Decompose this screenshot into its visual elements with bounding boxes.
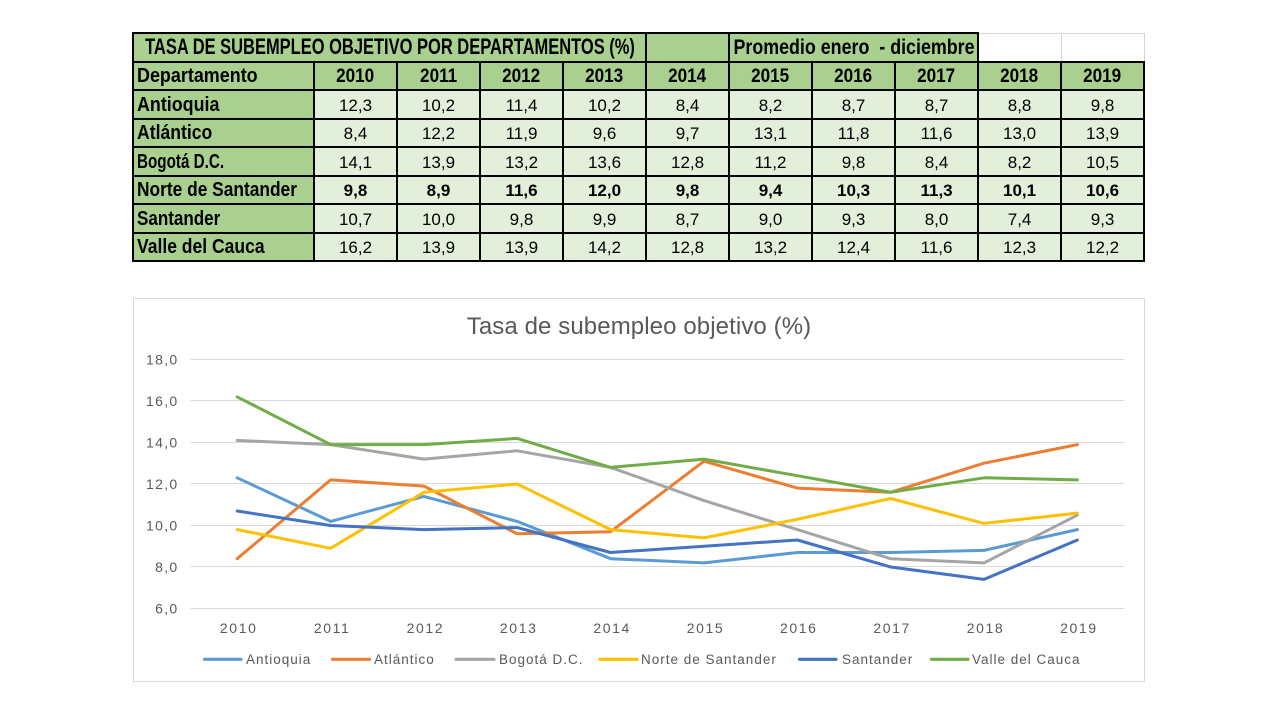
svg-text:18,0: 18,0 [146, 352, 178, 368]
svg-text:8,0: 8,0 [155, 559, 178, 575]
svg-text:2010: 2010 [220, 620, 258, 636]
svg-text:Valle del Cauca: Valle del Cauca [972, 652, 1081, 667]
svg-text:2019: 2019 [1060, 620, 1098, 636]
svg-text:Atlántico: Atlántico [374, 652, 435, 667]
svg-text:Bogotá D.C.: Bogotá D.C. [499, 652, 584, 667]
svg-text:2015: 2015 [687, 620, 725, 636]
svg-text:2017: 2017 [873, 620, 911, 636]
svg-text:14,0: 14,0 [146, 435, 178, 451]
svg-text:2013: 2013 [500, 620, 538, 636]
svg-text:6,0: 6,0 [155, 601, 178, 617]
svg-text:16,0: 16,0 [146, 393, 178, 409]
svg-text:Tasa de subempleo objetivo (%): Tasa de subempleo objetivo (%) [467, 313, 812, 340]
svg-text:12,0: 12,0 [146, 476, 178, 492]
svg-text:2014: 2014 [593, 620, 631, 636]
svg-text:2011: 2011 [314, 620, 351, 636]
svg-text:2012: 2012 [407, 620, 445, 636]
svg-text:2018: 2018 [967, 620, 1005, 636]
svg-text:Norte de Santander: Norte de Santander [641, 652, 777, 667]
svg-text:2016: 2016 [780, 620, 818, 636]
svg-text:10,0: 10,0 [146, 518, 178, 534]
svg-text:Santander: Santander [842, 652, 913, 667]
svg-text:Antioquia: Antioquia [246, 652, 311, 667]
